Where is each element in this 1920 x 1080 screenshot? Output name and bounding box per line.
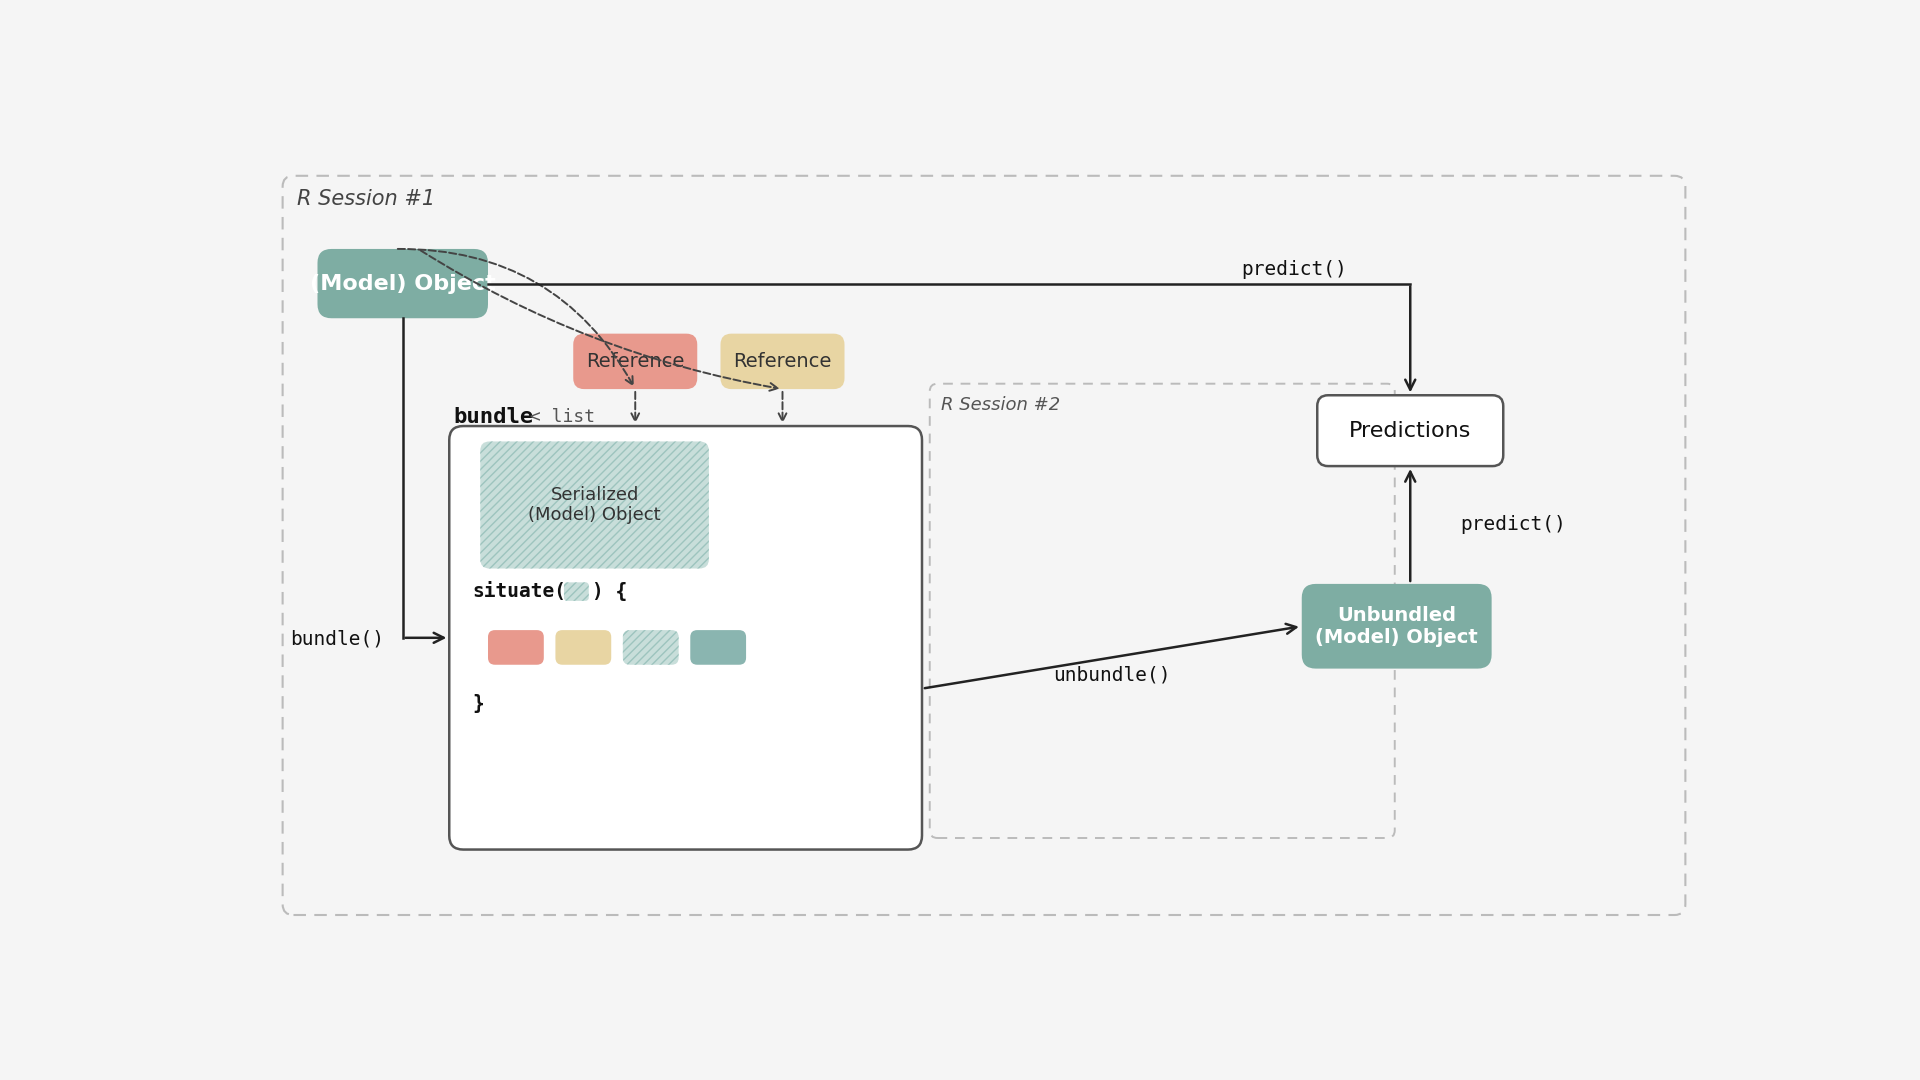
FancyBboxPatch shape bbox=[564, 582, 589, 600]
FancyBboxPatch shape bbox=[282, 176, 1686, 915]
FancyBboxPatch shape bbox=[317, 249, 488, 319]
Text: unbundle(): unbundle() bbox=[1054, 665, 1171, 685]
FancyBboxPatch shape bbox=[488, 630, 543, 665]
Text: ) {: ) { bbox=[591, 582, 628, 602]
Text: bundle(): bundle() bbox=[290, 630, 384, 649]
Text: predict(): predict() bbox=[1240, 260, 1346, 280]
FancyBboxPatch shape bbox=[691, 630, 747, 665]
Text: Predictions: Predictions bbox=[1350, 421, 1471, 441]
Text: }: } bbox=[472, 693, 484, 713]
Text: Serialized
(Model) Object: Serialized (Model) Object bbox=[528, 486, 660, 525]
Text: < list: < list bbox=[518, 408, 595, 426]
FancyBboxPatch shape bbox=[480, 442, 708, 568]
FancyBboxPatch shape bbox=[1317, 395, 1503, 467]
Text: R Session #1: R Session #1 bbox=[296, 189, 434, 208]
Text: Unbundled
(Model) Object: Unbundled (Model) Object bbox=[1315, 606, 1478, 647]
FancyBboxPatch shape bbox=[720, 334, 845, 389]
Text: situate(: situate( bbox=[472, 582, 566, 602]
Text: (Model) Object: (Model) Object bbox=[309, 273, 495, 294]
Text: Reference: Reference bbox=[733, 352, 831, 370]
Text: bundle: bundle bbox=[453, 407, 534, 427]
FancyBboxPatch shape bbox=[574, 334, 697, 389]
Text: predict(): predict() bbox=[1461, 515, 1567, 535]
FancyBboxPatch shape bbox=[1302, 584, 1492, 669]
FancyBboxPatch shape bbox=[622, 630, 678, 665]
FancyBboxPatch shape bbox=[555, 630, 611, 665]
FancyBboxPatch shape bbox=[449, 426, 922, 850]
Text: R Session #2: R Session #2 bbox=[941, 396, 1060, 415]
Text: Reference: Reference bbox=[586, 352, 684, 370]
